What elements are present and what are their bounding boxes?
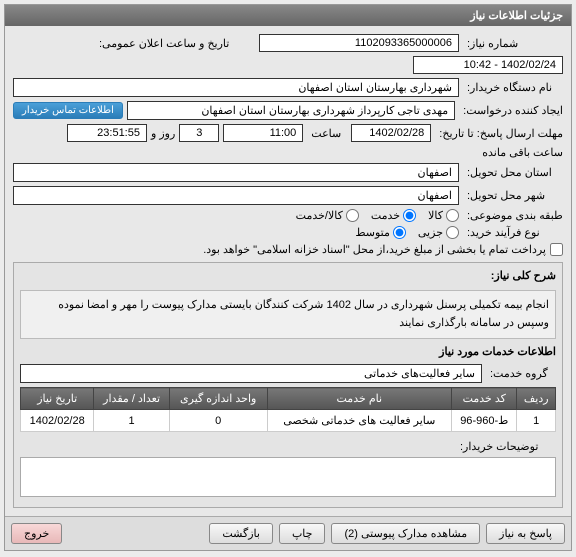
field-province: اصفهان (13, 163, 459, 182)
buyer-notes-field (20, 457, 556, 497)
radio-partial[interactable]: جزیی (418, 226, 459, 239)
row-category: طبقه بندی موضوعی: کالا خدمت کالا/خدمت (13, 209, 563, 222)
attachments-button[interactable]: مشاهده مدارک پیوستی (2) (331, 523, 480, 544)
payment-checkbox-input[interactable] (550, 243, 563, 256)
row-buyer-notes: توضیحات خریدار: (20, 440, 556, 497)
description-text: انجام بیمه تکمیلی پرسنل شهرداری در سال 1… (20, 290, 556, 339)
field-buyer-org: شهرداری بهارستان استان اصفهان (13, 78, 459, 97)
row-process: نوع فرآیند خرید: جزیی متوسط پرداخت تمام … (13, 226, 563, 256)
table-cell: 1 (517, 410, 556, 432)
radio-goods-input[interactable] (446, 209, 459, 222)
exit-button[interactable]: خروج (11, 523, 62, 544)
field-time-left: 23:51:55 (67, 124, 147, 142)
contact-info-button[interactable]: اطلاعات تماس خریدار (13, 102, 123, 119)
back-button[interactable]: بازگشت (209, 523, 273, 544)
print-button[interactable]: چاپ (279, 523, 326, 544)
row-deadline: مهلت ارسال پاسخ: تا تاریخ: 1402/02/28 سا… (13, 124, 563, 159)
label-announce: تاریخ و ساعت اعلان عمومی: (95, 37, 255, 50)
table-row: 1ط-960-96سایر فعالیت های خدماتی شخصی0114… (21, 410, 556, 432)
field-deadline-time: 11:00 (223, 124, 303, 142)
table-cell: 0 (169, 410, 267, 432)
table-head: ردیفکد خدمتنام خدمتواحد اندازه گیریتعداد… (21, 388, 556, 410)
row-desc-title: شرح کلی نیاز: (20, 269, 556, 286)
field-city: اصفهان (13, 186, 459, 205)
services-table: ردیفکد خدمتنام خدمتواحد اندازه گیریتعداد… (20, 387, 556, 432)
label-buyer-notes: توضیحات خریدار: (456, 440, 556, 453)
row-province: استان محل تحویل: اصفهان (13, 163, 563, 182)
field-deadline-date: 1402/02/28 (351, 124, 431, 142)
label-remaining: ساعت باقی مانده (482, 146, 563, 159)
radio-medium-input[interactable] (393, 226, 406, 239)
description-panel: شرح کلی نیاز: انجام بیمه تکمیلی پرسنل شه… (13, 262, 563, 508)
label-requester: ایجاد کننده درخواست: (459, 104, 563, 117)
panel-body: شماره نیاز: 1102093365000006 تاریخ و ساع… (5, 26, 571, 516)
row-need-no: شماره نیاز: 1102093365000006 تاریخ و ساع… (13, 34, 563, 74)
table-header-cell: ردیف (517, 388, 556, 410)
table-cell: سایر فعالیت های خدماتی شخصی (267, 410, 452, 432)
table-cell: 1 (94, 410, 169, 432)
field-announce: 1402/02/24 - 10:42 (413, 56, 563, 74)
label-city: شهر محل تحویل: (463, 189, 563, 202)
category-radio-group: کالا خدمت کالا/خدمت (296, 209, 459, 222)
payment-note: پرداخت تمام یا بخشی از مبلغ خرید،از محل … (203, 243, 546, 256)
label-province: استان محل تحویل: (463, 166, 563, 179)
radio-goods-service-input[interactable] (346, 209, 359, 222)
process-radio-group: جزیی متوسط (355, 226, 459, 239)
main-panel: جزئیات اطلاعات نیاز شماره نیاز: 11020933… (4, 4, 572, 551)
row-buyer: نام دستگاه خریدار: شهرداری بهارستان استا… (13, 78, 563, 97)
radio-goods[interactable]: کالا (428, 209, 459, 222)
table-header-cell: کد خدمت (452, 388, 517, 410)
table-header-cell: تعداد / مقدار (94, 388, 169, 410)
radio-goods-service[interactable]: کالا/خدمت (296, 209, 359, 222)
table-cell: ط-960-96 (452, 410, 517, 432)
desc-title: شرح کلی نیاز: (491, 269, 556, 282)
label-category: طبقه بندی موضوعی: (463, 209, 563, 222)
table-body: 1ط-960-96سایر فعالیت های خدماتی شخصی0114… (21, 410, 556, 432)
label-buyer-org: نام دستگاه خریدار: (463, 81, 563, 94)
field-service-group: سایر فعالیت‌های خدماتی (20, 364, 482, 383)
label-service-group: گروه خدمت: (486, 367, 556, 380)
panel-title: جزئیات اطلاعات نیاز (5, 5, 571, 26)
field-need-no: 1102093365000006 (259, 34, 459, 52)
radio-partial-input[interactable] (446, 226, 459, 239)
items-title: اطلاعات خدمات مورد نیاز (20, 345, 556, 358)
field-requester: مهدی تاجی کارپرداز شهرداری بهارستان استا… (127, 101, 455, 120)
label-need-no: شماره نیاز: (463, 37, 563, 50)
table-header-cell: تاریخ نیاز (21, 388, 94, 410)
row-service-group: گروه خدمت: سایر فعالیت‌های خدماتی (20, 364, 556, 383)
label-process: نوع فرآیند خرید: (463, 226, 563, 239)
row-requester: ایجاد کننده درخواست: مهدی تاجی کارپرداز … (13, 101, 563, 120)
label-deadline: مهلت ارسال پاسخ: تا تاریخ: (435, 127, 563, 140)
label-day-and: روز و (151, 127, 175, 140)
bottom-bar: پاسخ به نیاز مشاهده مدارک پیوستی (2) چاپ… (5, 516, 571, 550)
table-cell: 1402/02/28 (21, 410, 94, 432)
radio-service[interactable]: خدمت (371, 209, 416, 222)
radio-medium[interactable]: متوسط (355, 226, 406, 239)
payment-checkbox[interactable]: پرداخت تمام یا بخشی از مبلغ خرید،از محل … (203, 243, 563, 256)
table-header-row: ردیفکد خدمتنام خدمتواحد اندازه گیریتعداد… (21, 388, 556, 410)
radio-service-input[interactable] (403, 209, 416, 222)
row-city: شهر محل تحویل: اصفهان (13, 186, 563, 205)
field-days-left: 3 (179, 124, 219, 142)
label-time: ساعت (307, 127, 347, 140)
table-header-cell: واحد اندازه گیری (169, 388, 267, 410)
reply-button[interactable]: پاسخ به نیاز (486, 523, 565, 544)
table-header-cell: نام خدمت (267, 388, 452, 410)
